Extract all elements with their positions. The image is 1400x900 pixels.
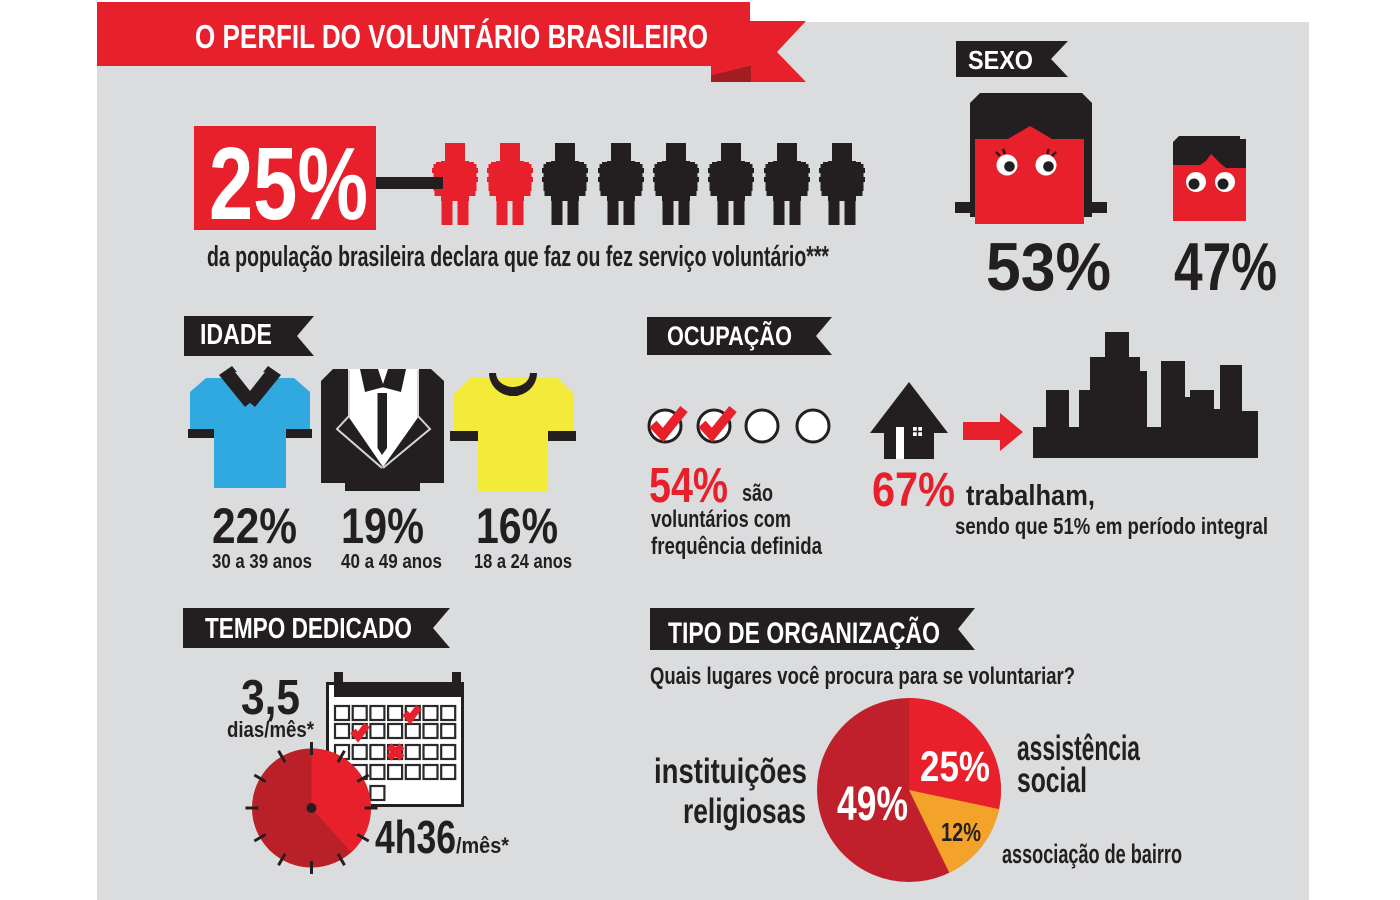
svg-text:religiosas: religiosas <box>683 792 806 831</box>
svg-text:associação de bairro: associação de bairro <box>1002 839 1182 869</box>
svg-text:22%: 22% <box>212 498 297 554</box>
svg-text:IDADE: IDADE <box>200 319 272 351</box>
svg-text:16%: 16% <box>476 498 558 554</box>
svg-text:25%: 25% <box>920 743 990 791</box>
svg-text:social: social <box>1017 761 1087 800</box>
svg-text:O PERFIL DO VOLUNTÁRIO BRASILE: O PERFIL DO VOLUNTÁRIO BRASILEIRO <box>195 18 708 55</box>
svg-text:49%: 49% <box>837 778 908 831</box>
svg-text:30 a 39 anos: 30 a 39 anos <box>212 551 312 573</box>
svg-text:frequência definida: frequência definida <box>651 533 823 560</box>
svg-text:/mês*: /mês* <box>456 833 509 858</box>
svg-text:assistência: assistência <box>1017 729 1140 768</box>
svg-text:sendo que 51% em período integ: sendo que 51% em período integral <box>955 513 1268 539</box>
svg-text:dias/mês*: dias/mês* <box>227 717 314 742</box>
svg-text:3,5: 3,5 <box>241 671 300 725</box>
svg-text:12%: 12% <box>941 817 981 847</box>
svg-text:19%: 19% <box>341 498 424 554</box>
svg-text:TEMPO DEDICADO: TEMPO DEDICADO <box>205 613 412 645</box>
svg-text:da população brasileira declar: da população brasileira declara que faz … <box>207 241 829 273</box>
svg-text:trabalham,: trabalham, <box>966 480 1095 512</box>
svg-text:Quais lugares você procura par: Quais lugares você procura para se volun… <box>650 663 1075 690</box>
svg-text:47%: 47% <box>1174 229 1277 305</box>
svg-text:25%: 25% <box>209 126 368 241</box>
svg-text:SEXO: SEXO <box>968 45 1033 75</box>
svg-text:67%: 67% <box>872 464 955 517</box>
svg-text:18 a 24 anos: 18 a 24 anos <box>474 551 572 573</box>
svg-text:40 a 49 anos: 40 a 49 anos <box>341 551 442 573</box>
svg-text:TIPO DE ORGANIZAÇÃO: TIPO DE ORGANIZAÇÃO <box>668 616 940 650</box>
svg-text:são: são <box>742 480 773 507</box>
svg-text:OCUPAÇÃO: OCUPAÇÃO <box>667 320 792 351</box>
svg-text:53%: 53% <box>986 229 1111 305</box>
svg-text:voluntários com: voluntários com <box>651 506 791 533</box>
svg-text:54%: 54% <box>649 459 728 513</box>
svg-text:instituições: instituições <box>654 752 807 791</box>
svg-text:4h36: 4h36 <box>375 811 456 863</box>
